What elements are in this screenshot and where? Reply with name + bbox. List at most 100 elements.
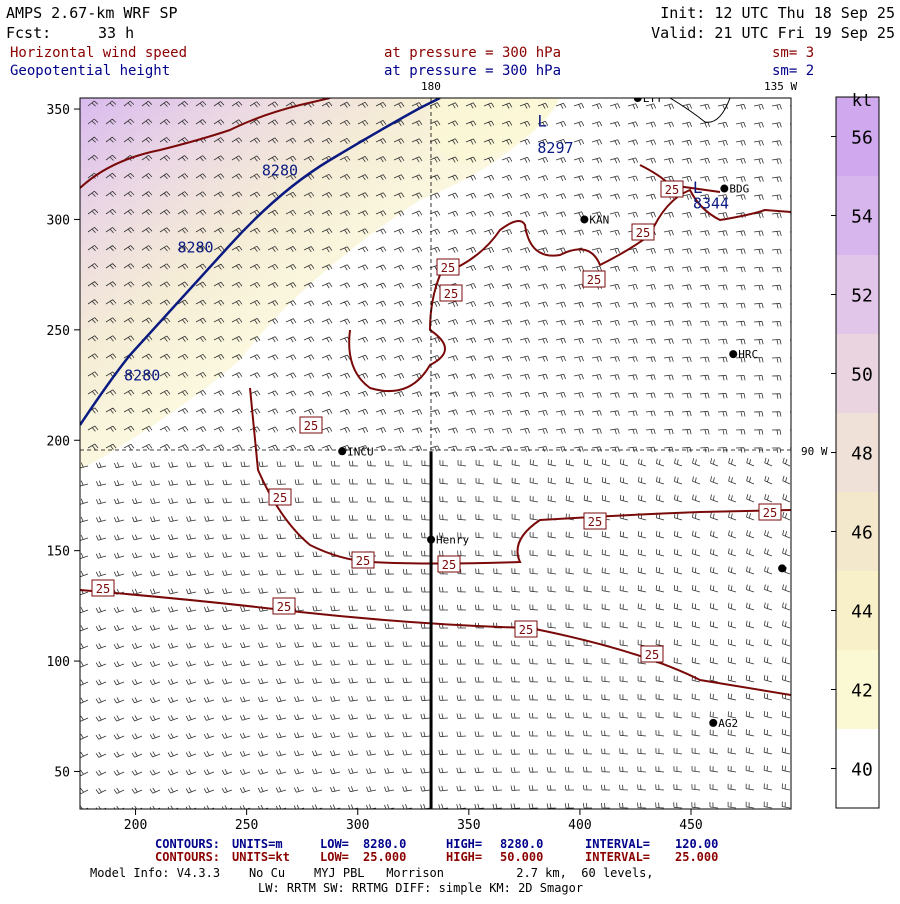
speed-contour-label: 25	[640, 645, 664, 663]
station-marker: BDG	[720, 183, 749, 196]
station-label: KAN	[589, 213, 609, 226]
station-dot	[633, 98, 642, 102]
speed-label-text: 25	[665, 183, 679, 197]
speed-label-box	[268, 488, 292, 506]
contours-speed-low: 25.000	[363, 850, 406, 864]
colorbar-unit: kt	[852, 91, 872, 111]
model-title: AMPS 2.67-km WRF SP	[6, 4, 178, 22]
contours-speed-interval-label: INTERVAL=	[585, 850, 650, 864]
contours-height-high-label: HIGH=	[446, 837, 482, 851]
station-dot	[427, 535, 436, 544]
station-dot	[580, 215, 589, 224]
station-marker: KAN	[580, 213, 609, 226]
colorbar-tick-label: 56	[851, 128, 873, 149]
colorbar-segment	[836, 334, 879, 413]
field-wind-speed: Horizontal wind speed	[10, 45, 187, 61]
station-label: INCU	[347, 445, 374, 458]
station-label: AG2	[718, 717, 738, 730]
station-label: BDG	[729, 183, 749, 196]
station-dot	[778, 564, 787, 573]
height-contour-line	[669, 98, 731, 123]
speed-label-box	[583, 512, 607, 530]
plot-area: 25 25 25 25 25 25 25 25 25 25 25 25 25 25 25 8280 8280 8…	[80, 92, 791, 809]
contours-height-interval-label: INTERVAL=	[585, 837, 650, 851]
y-tick-label: 150	[47, 545, 70, 560]
contours-height-low: 8280.0	[363, 837, 406, 851]
speed-contour-label: 25	[582, 270, 606, 288]
x-tick-label: 400	[568, 818, 591, 833]
height-contour-label: 8344	[693, 194, 729, 212]
speed-contour-label: 25	[660, 180, 684, 198]
speed-label-box	[582, 270, 606, 288]
contours-height-units: UNITS=m	[232, 837, 283, 851]
speed-label-box	[758, 503, 782, 521]
y-tick-label: 50	[54, 765, 70, 780]
contours-speed-high: 50.000	[500, 850, 543, 864]
contours-height-title: CONTOURS:	[155, 837, 220, 851]
speed-label-box	[640, 645, 664, 663]
x-tick-label: 300	[346, 818, 369, 833]
contours-speed-low-label: LOW=	[320, 850, 349, 864]
colorbar-segment	[836, 176, 879, 255]
height-contour-label: 8280	[262, 161, 298, 179]
contours-height-high: 8280.0	[500, 837, 543, 851]
station-marker	[778, 564, 787, 573]
speed-label-box	[437, 555, 461, 573]
contours-speed-title: CONTOURS:	[155, 850, 220, 864]
speed-label-text: 25	[441, 261, 455, 275]
footer: CONTOURS: UNITS=m LOW= 8280.0 HIGH= 8280…	[90, 837, 718, 895]
speed-label-text: 25	[763, 506, 777, 520]
speed-label-text: 25	[645, 648, 659, 662]
speed-label-box	[91, 579, 115, 597]
plot-frame	[79, 97, 792, 810]
colorbar-tick-label: 48	[851, 444, 873, 465]
station-label: Henry	[436, 534, 469, 547]
height-contour-label: 8280	[177, 239, 213, 257]
y-tick-label: 250	[47, 324, 70, 339]
wind-barbs	[80, 100, 791, 809]
speed-label-box	[660, 180, 684, 198]
y-tick-label: 350	[47, 103, 70, 118]
speed-contour-label: 25	[439, 284, 463, 302]
colorbar-segment	[836, 413, 879, 492]
speed-label-text: 25	[636, 226, 650, 240]
speed-contour-label: 25	[437, 555, 461, 573]
valid-time: Valid: 21 UTC Fri 19 Sep 25	[651, 24, 895, 42]
contours-height-interval: 120.00	[675, 837, 718, 851]
field-geopotential-level: at pressure = 300 hPa	[384, 63, 561, 79]
field-geopotential: Geopotential height	[10, 63, 170, 79]
x-tick-label: 250	[235, 818, 258, 833]
station-marker: INCU	[338, 445, 374, 458]
colorbar-tick-label: 54	[851, 207, 873, 228]
station-dot	[338, 447, 347, 456]
speed-contour-label: 25	[91, 579, 115, 597]
speed-label-text: 25	[444, 287, 458, 301]
colorbar-segment	[836, 729, 879, 808]
colorbar-segment	[836, 571, 879, 650]
lon-label-180: 180	[421, 80, 441, 93]
speed-contour-line	[348, 188, 791, 393]
speed-label-box	[351, 551, 375, 569]
x-tick-label: 350	[457, 818, 480, 833]
forecast-label: Fcst:	[6, 24, 51, 42]
speed-contour-line	[80, 98, 331, 189]
station-label: LTY	[643, 92, 663, 105]
speed-label-text: 25	[356, 554, 370, 568]
lon-label-90w: 90 W	[801, 445, 828, 458]
speed-shading-secondary	[430, 98, 560, 162]
speed-label-text: 25	[442, 558, 456, 572]
speed-label-text: 25	[277, 600, 291, 614]
init-time: Init: 12 UTC Thu 18 Sep 25	[660, 4, 895, 22]
colorbar-segment	[836, 492, 879, 571]
x-tick-label: 200	[124, 818, 147, 833]
lon-label-135w: 135 W	[764, 80, 797, 93]
y-tick-label: 300	[47, 213, 70, 228]
colorbar-tick-label: 50	[851, 365, 873, 386]
speed-contour-label: 25	[514, 620, 538, 638]
speed-label-box	[514, 620, 538, 638]
speed-label-text: 25	[304, 419, 318, 433]
stations: INCU Henry KAN BDG HRC AG2 LTY	[338, 92, 787, 730]
